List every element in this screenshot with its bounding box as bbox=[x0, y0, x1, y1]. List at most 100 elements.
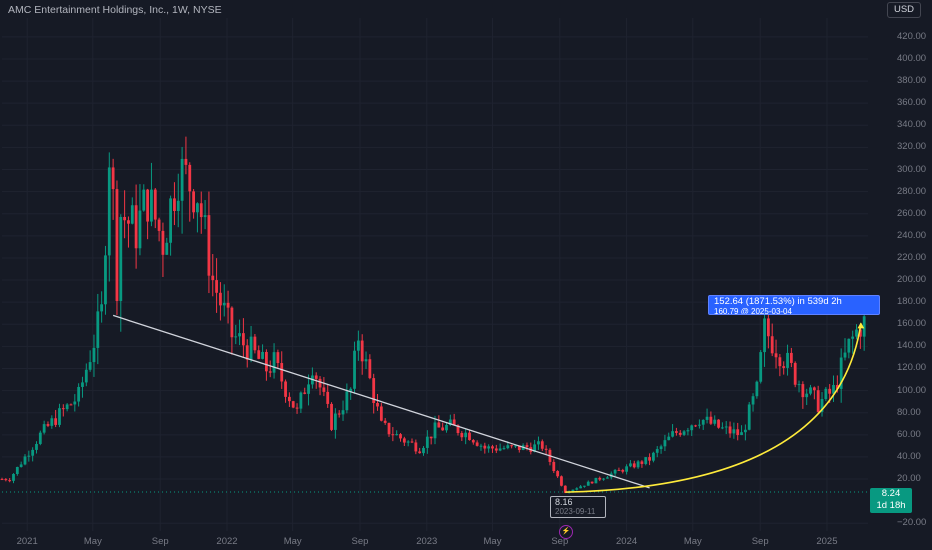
candle-body bbox=[410, 441, 414, 443]
candle-body bbox=[299, 392, 303, 409]
price-tick-label: 320.00 bbox=[897, 141, 927, 153]
price-tick-label: 240.00 bbox=[897, 229, 927, 241]
candle-body bbox=[598, 477, 602, 480]
candle-body bbox=[583, 485, 586, 487]
candle-body bbox=[12, 473, 15, 481]
candle-body bbox=[234, 336, 238, 338]
candle-body bbox=[73, 401, 77, 405]
time-tick-label: 2021 bbox=[16, 536, 38, 547]
candle-body bbox=[84, 369, 88, 383]
candle-body bbox=[203, 215, 207, 218]
price-tick-label: 360.00 bbox=[897, 97, 927, 109]
candle-body bbox=[494, 448, 498, 451]
candle-body bbox=[437, 422, 441, 428]
price-tick-label: 340.00 bbox=[897, 119, 927, 131]
candle-body bbox=[766, 318, 770, 337]
currency-button[interactable]: USD bbox=[887, 2, 921, 18]
candle-body bbox=[422, 447, 425, 454]
parabolic-curve bbox=[565, 323, 862, 493]
candle-body bbox=[264, 351, 268, 372]
candle-body bbox=[786, 352, 789, 368]
candle-body bbox=[770, 336, 774, 354]
candle-body bbox=[414, 442, 418, 452]
candle-body bbox=[640, 461, 644, 464]
candle-body bbox=[4, 479, 8, 481]
candle-body bbox=[809, 387, 812, 394]
candle-body bbox=[713, 419, 717, 424]
candle-body bbox=[552, 461, 556, 472]
candle-body bbox=[525, 445, 529, 448]
candle-body bbox=[107, 167, 111, 256]
candle-body bbox=[510, 445, 514, 447]
candle-body bbox=[625, 466, 628, 472]
candle-body bbox=[820, 399, 824, 412]
candle-body bbox=[96, 311, 100, 348]
candle-body bbox=[138, 210, 142, 249]
candle-body bbox=[345, 391, 349, 411]
candle-body bbox=[333, 413, 337, 430]
candle-body bbox=[253, 336, 257, 351]
candle-body bbox=[383, 420, 387, 423]
candle-body bbox=[215, 280, 218, 293]
bar-countdown: 1d 18h bbox=[876, 500, 906, 511]
candle-body bbox=[368, 359, 372, 379]
low-price-label[interactable]: 8.16 2023-09-11 bbox=[550, 496, 606, 518]
candle-body bbox=[728, 426, 732, 434]
candle-body bbox=[58, 408, 61, 425]
candle-body bbox=[379, 406, 383, 421]
candle-body bbox=[533, 444, 537, 452]
candle-body bbox=[268, 371, 272, 373]
candle-body bbox=[705, 416, 709, 420]
candle-body bbox=[207, 215, 211, 276]
candle-body bbox=[356, 340, 360, 351]
time-tick-label: 2025 bbox=[816, 536, 838, 547]
candle-body bbox=[816, 390, 820, 412]
candle-body bbox=[280, 363, 284, 382]
last-price-label: 8.24 1d 18h bbox=[870, 488, 912, 513]
candle-body bbox=[276, 352, 280, 364]
candle-body bbox=[406, 441, 410, 443]
candle-body bbox=[724, 426, 728, 428]
candle-body bbox=[759, 352, 763, 382]
candle-body bbox=[395, 434, 399, 436]
candle-body bbox=[832, 385, 835, 394]
time-tick-label: Sep bbox=[751, 536, 769, 547]
candle-body bbox=[54, 418, 58, 425]
candle-body bbox=[502, 448, 506, 450]
time-tick-label: 2022 bbox=[216, 536, 238, 547]
price-tick-label: 380.00 bbox=[897, 75, 927, 87]
flash-icon[interactable]: ⚡ bbox=[559, 525, 573, 539]
measure-label[interactable]: 152.64 (1871.53%) in 539d 2h 160.79 @ 20… bbox=[708, 295, 880, 315]
candle-body bbox=[364, 359, 368, 362]
candle-body bbox=[38, 432, 42, 444]
candle-body bbox=[514, 445, 517, 447]
candle-body bbox=[245, 345, 249, 360]
candle-body bbox=[104, 255, 107, 305]
candle-body bbox=[429, 436, 433, 439]
price-tick-label: 160.00 bbox=[897, 318, 927, 330]
candle-body bbox=[0, 479, 4, 481]
candle-body bbox=[188, 164, 192, 192]
candle-body bbox=[782, 366, 786, 368]
price-tick-label: 260.00 bbox=[897, 207, 927, 219]
candle-body bbox=[671, 431, 674, 437]
candle-body bbox=[460, 433, 464, 438]
candle-body bbox=[238, 333, 241, 337]
candle-body bbox=[652, 452, 655, 461]
candle-body bbox=[617, 469, 621, 471]
candle-body bbox=[376, 403, 379, 407]
candle-body bbox=[249, 336, 253, 360]
candle-body bbox=[697, 424, 701, 426]
candle-body bbox=[751, 396, 755, 405]
candle-body bbox=[226, 302, 230, 308]
price-tick-label: 220.00 bbox=[897, 251, 927, 263]
candle-body bbox=[433, 422, 437, 439]
candle-body bbox=[360, 340, 364, 362]
candle-body bbox=[192, 191, 195, 213]
candle-body bbox=[517, 445, 521, 450]
candle-body bbox=[69, 404, 73, 406]
candle-body bbox=[219, 292, 222, 306]
candle-body bbox=[50, 418, 54, 426]
